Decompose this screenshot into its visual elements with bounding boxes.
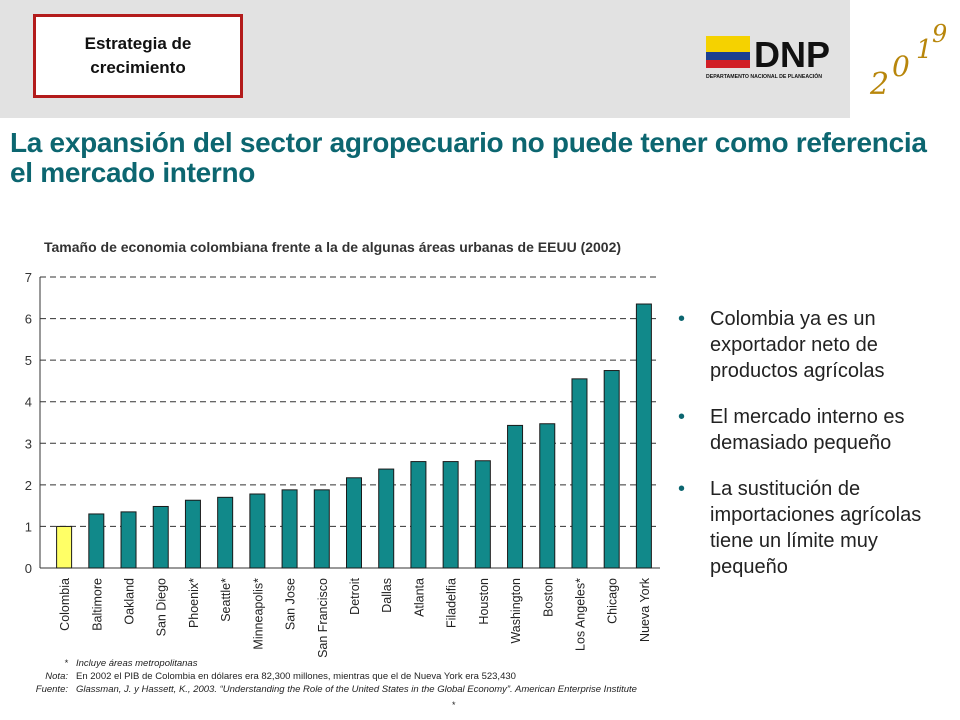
x-tick-label: Minneapolis* bbox=[251, 578, 265, 650]
x-tick-label: Dallas bbox=[380, 578, 394, 613]
x-tick-label: Phoenix* bbox=[187, 578, 201, 628]
y-tick-label: 7 bbox=[25, 270, 32, 285]
x-tick-label: Houston bbox=[477, 578, 491, 625]
x-tick-label: Los Angeles* bbox=[573, 578, 587, 651]
bar bbox=[184, 499, 201, 569]
vision-2019-digit-1: 1 bbox=[916, 35, 933, 65]
bar bbox=[378, 468, 395, 569]
vision-2019-digit-2: 2 bbox=[869, 67, 889, 102]
note-fuente-row: Fuente: Glassman, J. y Hassett, K., 2003… bbox=[20, 683, 700, 696]
bullet-dot-icon: • bbox=[678, 478, 686, 500]
x-tick-label: Filadelfia bbox=[445, 578, 459, 628]
y-tick-label: 3 bbox=[25, 436, 32, 451]
note-nota-text: En 2002 el PIB de Colombia en dólares er… bbox=[76, 671, 516, 682]
bar bbox=[217, 496, 234, 569]
headline-line-1: La expansión del sector agropecuario no … bbox=[10, 127, 927, 158]
bar bbox=[56, 525, 73, 569]
flag-blue bbox=[706, 52, 750, 60]
dnp-logo-subtitle: DEPARTAMENTO NACIONAL DE PLANEACIÓN bbox=[706, 72, 822, 80]
x-tick-label: San Jose bbox=[284, 578, 298, 630]
y-tick-label: 2 bbox=[25, 478, 32, 493]
bar-chart: 0 1 2 3 4 5 6 7 Colombia Baltimore Oakland San Dieg… bbox=[25, 270, 660, 658]
bullet-item: • La sustitución de importaciones agrícol… bbox=[676, 476, 946, 580]
bullet-dot-icon: • bbox=[678, 308, 686, 330]
bullet-item: • El mercado interno es demasiado pequeño bbox=[676, 404, 946, 456]
note-star-row: * Incluye áreas metropolitanas bbox=[20, 657, 700, 670]
x-tick-label: Nueva York bbox=[638, 577, 652, 642]
note-nota-key: Nota: bbox=[45, 671, 68, 682]
dnp-logo: DNP DEPARTAMENTO NACIONAL DE PLANEACIÓN bbox=[706, 34, 830, 80]
x-tick-label: Atlanta bbox=[412, 578, 426, 617]
y-tick-label: 0 bbox=[25, 561, 32, 576]
strategy-label-box: Estrategia de crecimiento bbox=[33, 14, 243, 98]
note-nota-row: Nota: En 2002 el PIB de Colombia en dóla… bbox=[20, 670, 700, 683]
x-tick-label: Baltimore bbox=[90, 578, 104, 631]
note-star-text: Incluye áreas metropolitanas bbox=[76, 658, 198, 669]
strategy-label: Estrategia de crecimiento bbox=[84, 34, 192, 77]
chart-notes: * Incluye áreas metropolitanas Nota: En … bbox=[20, 657, 700, 696]
bar bbox=[152, 505, 169, 569]
vision-2019-digit-0: 0 bbox=[892, 50, 910, 83]
x-tick-label: San Diego bbox=[155, 578, 169, 636]
bar bbox=[313, 489, 330, 569]
y-tick-label: 6 bbox=[25, 312, 32, 327]
x-tick-label: Boston bbox=[541, 578, 555, 617]
dnp-logo-text: DNP bbox=[754, 34, 830, 75]
bar bbox=[507, 424, 524, 569]
vision-2019-digit-9: 9 bbox=[932, 20, 947, 48]
headline-line-2: el mercado interno bbox=[10, 157, 256, 188]
bottom-mark: * bbox=[452, 700, 456, 710]
bar bbox=[474, 460, 491, 569]
bar bbox=[281, 489, 298, 569]
page-headline: La expansión del sector agropecuario no … bbox=[10, 128, 960, 188]
bar bbox=[346, 477, 362, 569]
y-tick-label: 5 bbox=[25, 353, 32, 368]
vision-2019-logo: 2 0 1 9 bbox=[869, 20, 947, 102]
chart-title: Tamaño de economia colombiana frente a l… bbox=[44, 239, 622, 255]
y-tick-label: 4 bbox=[25, 395, 32, 410]
bar bbox=[120, 511, 137, 569]
x-tick-label: Washington bbox=[509, 578, 523, 644]
bullet-text: La sustitución de importaciones agrícola… bbox=[710, 478, 922, 578]
bullet-text: El mercado interno es demasiado pequeño bbox=[710, 406, 905, 454]
bar bbox=[635, 303, 652, 569]
x-tick-label: Chicago bbox=[606, 578, 620, 624]
bar bbox=[442, 461, 459, 569]
note-fuente-text: Glassman, J. y Hassett, K., 2003. “Under… bbox=[76, 684, 637, 695]
x-tick-label: Colombia bbox=[58, 578, 72, 631]
x-tick-label: San Francisco bbox=[316, 578, 330, 658]
flag-yellow bbox=[706, 36, 750, 52]
bullet-dot-icon: • bbox=[678, 406, 686, 428]
bar bbox=[603, 370, 620, 569]
y-tick-label: 1 bbox=[25, 519, 32, 534]
bullet-list: • Colombia ya es un exportador neto de pr… bbox=[676, 306, 946, 600]
bar bbox=[539, 423, 556, 569]
bar bbox=[249, 493, 266, 569]
note-fuente-key: Fuente: bbox=[35, 684, 68, 695]
bullet-text: Colombia ya es un exportador neto de pro… bbox=[710, 308, 885, 382]
note-star-key: * bbox=[64, 658, 68, 669]
x-tick-label: Oakland bbox=[123, 578, 137, 625]
bar bbox=[571, 378, 588, 569]
bullet-item: • Colombia ya es un exportador neto de pr… bbox=[676, 306, 946, 384]
bar bbox=[410, 461, 427, 569]
x-tick-label: Seattle* bbox=[219, 578, 233, 622]
x-tick-label: Detroit bbox=[348, 577, 362, 614]
flag-red bbox=[706, 60, 750, 68]
bar bbox=[88, 513, 105, 569]
